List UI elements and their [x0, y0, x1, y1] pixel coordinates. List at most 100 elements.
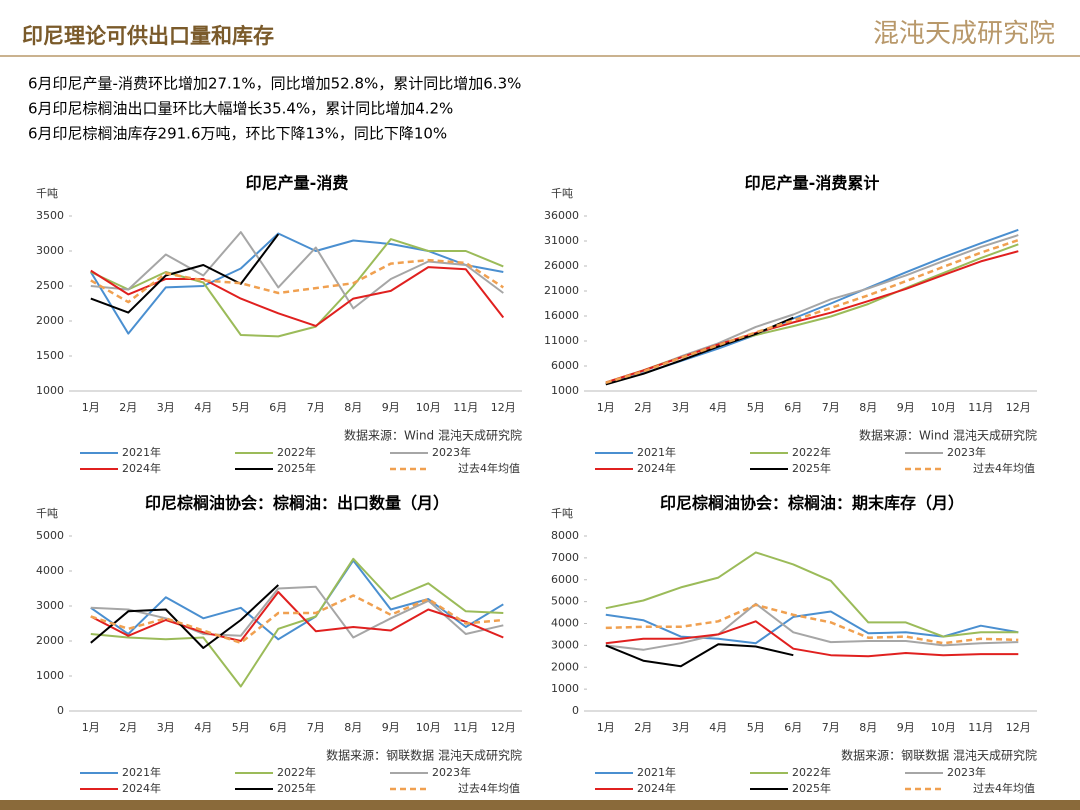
x-tick-label: 9月	[897, 401, 915, 414]
series-line	[90, 231, 504, 310]
series-line	[90, 585, 504, 639]
y-tick-label: 2500	[36, 279, 64, 292]
x-tick-label: 6月	[784, 401, 802, 414]
x-tick-label: 4月	[709, 721, 727, 734]
x-tick-label: 8月	[344, 401, 362, 414]
x-tick-label: 8月	[859, 721, 877, 734]
x-tick-label: 5月	[747, 401, 765, 414]
legend-label: 过去4年均值	[458, 781, 520, 795]
series-line	[605, 551, 1019, 638]
x-tick-label: 7月	[307, 401, 325, 414]
x-tick-label: 1月	[597, 721, 615, 734]
chart-title: 印尼棕榈油协会：棕榈油：期末库存（月）	[660, 494, 964, 513]
y-tick-label: 3500	[36, 209, 64, 222]
x-tick-label: 6月	[784, 721, 802, 734]
legend-label: 2022年	[792, 765, 831, 779]
y-tick-label: 36000	[544, 209, 579, 222]
y-tick-label: 26000	[544, 259, 579, 272]
x-tick-label: 11月	[453, 401, 478, 414]
y-unit: 千吨	[551, 187, 573, 200]
legend-label: 2021年	[122, 765, 161, 779]
x-tick-label: 2月	[634, 721, 652, 734]
x-tick-label: 4月	[194, 721, 212, 734]
y-tick-label: 2000	[551, 660, 579, 673]
x-tick-label: 10月	[931, 401, 956, 414]
logo: 混沌天成研究院	[873, 19, 1055, 49]
chart-title: 印尼产量-消费累计	[745, 174, 880, 193]
y-tick-label: 5000	[36, 529, 64, 542]
y-tick-label: 6000	[551, 573, 579, 586]
series-line	[605, 610, 1019, 645]
bullet: 6月印尼产量-消费环比增加27.1%，同比增加52.8%，累计同比增加6.3%	[28, 75, 521, 93]
series-line	[90, 591, 504, 642]
legend-label: 2022年	[277, 765, 316, 779]
legend-label: 2025年	[277, 461, 316, 475]
series-line	[90, 266, 505, 327]
legend-label: 2024年	[122, 781, 161, 795]
legend-label: 2025年	[792, 781, 831, 795]
legend-label: 2023年	[947, 445, 986, 459]
x-tick-label: 7月	[307, 721, 325, 734]
x-tick-label: 3月	[157, 721, 175, 734]
chart-title: 印尼产量-消费	[246, 174, 349, 193]
x-tick-label: 2月	[119, 401, 137, 414]
x-tick-label: 7月	[822, 721, 840, 734]
legend-label: 2022年	[277, 445, 316, 459]
y-unit: 千吨	[551, 507, 573, 520]
series-line	[605, 238, 1019, 384]
y-tick-label: 5000	[551, 595, 579, 608]
y-tick-label: 0	[572, 704, 579, 717]
y-tick-label: 1000	[551, 682, 579, 695]
x-tick-label: 11月	[968, 401, 993, 414]
x-tick-label: 10月	[416, 721, 441, 734]
bullet: 6月印尼棕榈油出口量环比大幅增长35.4%，累计同比增加4.2%	[28, 100, 453, 118]
series-line	[90, 594, 504, 645]
y-unit: 千吨	[36, 507, 58, 520]
source-note: 数据来源：钢联数据 混沌天成研究院	[326, 748, 522, 763]
x-tick-label: 3月	[672, 721, 690, 734]
y-tick-label: 3000	[551, 638, 579, 651]
x-tick-label: 5月	[232, 721, 250, 734]
legend-label: 2025年	[277, 781, 316, 795]
x-tick-label: 12月	[491, 721, 516, 734]
x-tick-label: 6月	[269, 721, 287, 734]
x-tick-label: 1月	[597, 401, 615, 414]
legend-label: 过去4年均值	[458, 461, 520, 475]
y-tick-label: 3000	[36, 244, 64, 257]
series-line	[90, 238, 504, 338]
y-tick-label: 21000	[544, 284, 579, 297]
series-line	[605, 620, 1019, 658]
legend-label: 2021年	[122, 445, 161, 459]
x-tick-label: 9月	[382, 721, 400, 734]
legend-label: 2021年	[637, 765, 676, 779]
x-tick-label: 4月	[194, 401, 212, 414]
legend-label: 2021年	[637, 445, 676, 459]
x-tick-label: 12月	[1006, 721, 1031, 734]
legend-label: 2024年	[637, 781, 676, 795]
y-tick-label: 1000	[36, 669, 64, 682]
x-tick-label: 9月	[897, 721, 915, 734]
y-tick-label: 2000	[36, 314, 64, 327]
x-tick-label: 5月	[232, 401, 250, 414]
series-line	[90, 584, 279, 649]
legend-label: 2025年	[792, 461, 831, 475]
series-line	[89, 232, 504, 335]
source-note: 数据来源：钢联数据 混沌天成研究院	[841, 748, 1037, 763]
y-tick-label: 11000	[544, 334, 579, 347]
x-tick-label: 11月	[453, 721, 478, 734]
series-line	[90, 233, 280, 314]
legend-label: 2022年	[792, 445, 831, 459]
y-tick-label: 2000	[36, 634, 64, 647]
legend-label: 过去4年均值	[973, 781, 1035, 795]
y-unit: 千吨	[36, 187, 58, 200]
legend-label: 2024年	[637, 461, 676, 475]
x-tick-label: 1月	[82, 721, 100, 734]
y-tick-label: 4000	[551, 617, 579, 630]
x-tick-label: 12月	[1006, 401, 1031, 414]
x-tick-label: 8月	[344, 721, 362, 734]
x-tick-label: 8月	[859, 401, 877, 414]
x-tick-label: 10月	[931, 721, 956, 734]
x-tick-label: 5月	[747, 721, 765, 734]
series-line	[90, 557, 504, 688]
